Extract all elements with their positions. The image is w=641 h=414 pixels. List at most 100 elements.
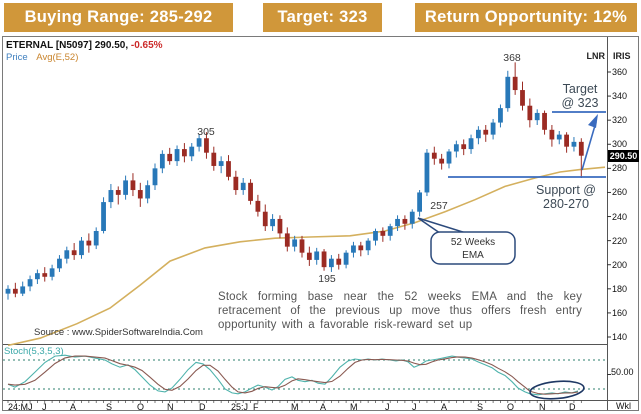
candle-body (505, 76, 511, 109)
candle-body (417, 192, 422, 212)
candle-body (476, 129, 481, 139)
candle-body (189, 146, 195, 157)
oversold-highlight-ellipse (529, 380, 585, 400)
instrument-title: ETERNAL [N5097] 290.50, -0.65% (6, 40, 163, 51)
candle-body (402, 218, 408, 224)
candle-body (431, 152, 437, 159)
price-tick-label: 240 (612, 211, 628, 222)
candle-body (387, 226, 393, 236)
candle-body (255, 200, 261, 212)
candle-body (512, 76, 518, 91)
candle-body (226, 161, 231, 177)
time-tick-label: A (441, 402, 448, 412)
candle-body (196, 138, 202, 147)
candle-body (159, 153, 165, 169)
candle-body (306, 252, 312, 260)
candle-body (182, 149, 187, 157)
candle-body (174, 149, 180, 162)
time-tick-label: O (137, 402, 145, 412)
candle-body (498, 108, 503, 123)
candle-body (64, 250, 70, 259)
candle-body (520, 90, 525, 106)
candle-body (483, 129, 489, 135)
candle-body (57, 258, 62, 269)
candle-body (343, 252, 349, 265)
source-credit: Source : www.SpiderSoftwareIndia.Com (34, 327, 203, 338)
candle-body (409, 211, 415, 224)
stoch-indicator-label: Stoch(5,3,5,3) (4, 346, 64, 357)
label-368: 368 (503, 52, 521, 64)
time-tick-label: N (539, 402, 546, 412)
target-banner: Target: 323 (263, 3, 382, 32)
candle-body (20, 286, 26, 294)
time-tick-label: M (291, 402, 299, 412)
ema-line (7, 166, 606, 347)
candle-body (79, 240, 84, 256)
time-tick-label: N (167, 402, 174, 412)
candle-body (461, 144, 467, 150)
time-tick-label: J (385, 402, 390, 412)
price-tick-label: 200 (612, 259, 628, 270)
time-tick-label: J (412, 402, 417, 412)
candle-body (395, 218, 400, 227)
candle-body (115, 190, 121, 195)
price-tick-label: 160 (612, 307, 628, 318)
candle-body (329, 258, 334, 268)
candle-body (534, 112, 540, 121)
candle-body (137, 190, 143, 199)
candle-body (218, 161, 224, 166)
candle-body (108, 190, 114, 203)
candle-body (578, 141, 584, 156)
candle-body (270, 218, 275, 227)
label-257: 257 (430, 200, 448, 212)
price-tick-label: 140 (612, 332, 628, 342)
candle-body (86, 240, 92, 246)
target-annotation-line2: @ 323 (561, 96, 599, 111)
candle-body (358, 245, 364, 251)
analysis-note: Stock forming base near the 52 weeks EMA… (218, 291, 582, 332)
candle-body (321, 251, 327, 268)
support-annotation-line2: 280-270 (543, 197, 589, 212)
support-annotation-line1: Support @ (536, 183, 596, 197)
stoch-50-tick: 50.00 (611, 367, 634, 377)
candle-body (27, 279, 33, 287)
support-annotation: Support @ 280-270 (536, 183, 596, 212)
time-tick-label: F (253, 402, 259, 412)
time-tick-label: A (70, 402, 77, 412)
candle-body (571, 141, 577, 147)
label-195: 195 (318, 273, 336, 285)
change-percent: -0.65% (130, 40, 163, 51)
ema-callout-line2: EMA (462, 249, 484, 261)
candle-body (336, 258, 342, 265)
target-arrow-head (588, 114, 598, 128)
current-price-tag: 290.50 (608, 150, 639, 162)
price-tick-label: 360 (612, 66, 628, 77)
candle-body (101, 202, 106, 231)
ema-callout-box (430, 231, 516, 265)
candle-body (152, 168, 158, 186)
candle-body (262, 211, 268, 227)
time-tick-label: 24:MJ (8, 402, 33, 412)
ema-callout-line1: 52 Weeks (450, 237, 496, 248)
candle-body (277, 218, 283, 234)
return-opportunity-banner: Return Opportunity: 12% (415, 3, 637, 32)
legend: Price Avg(E,52) (6, 52, 78, 63)
time-tick-label: A (320, 402, 327, 412)
chart-frame (2, 36, 639, 411)
candle-body (556, 134, 562, 140)
candle-body (424, 152, 430, 193)
candle-body (35, 273, 40, 280)
candle-body (145, 185, 151, 199)
candle-body (130, 180, 136, 191)
time-tick-label: S (106, 402, 113, 412)
time-tick-label: D (569, 402, 576, 412)
candle-body (248, 182, 253, 201)
candle-body (365, 240, 371, 251)
candle-body (292, 239, 298, 247)
time-tick-label: J (42, 402, 47, 412)
candle-body (167, 153, 173, 162)
candle-body (42, 273, 48, 277)
buying-range-banner: Buying Range: 285-292 (4, 3, 233, 32)
